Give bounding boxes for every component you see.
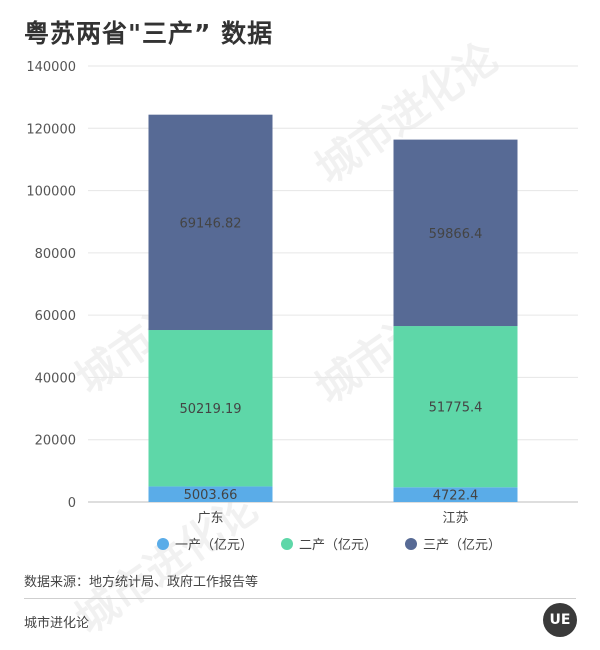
stacked-bar-chart: 0 20000 40000 60000 80000 100000 120000 140000 5… [26,60,578,553]
data-label: 4722.4 [433,489,479,504]
data-label: 69146.82 [179,216,241,231]
x-tick-label: 江苏 [442,510,468,526]
data-label: 5003.66 [184,488,238,503]
y-tick-label: 80000 [35,247,76,262]
y-tick-label: 140000 [26,60,76,75]
legend-marker [157,538,169,550]
bar-segment [393,487,518,502]
y-tick-label: 40000 [35,371,76,386]
legend-label: 一产（亿元） [175,538,253,553]
legend-marker [405,538,417,550]
divider [24,598,576,599]
bar-segment [148,330,273,487]
footer-brand: 城市进化论 [24,616,90,631]
data-label: 51775.4 [429,401,483,416]
legend-label: 三产（亿元） [423,538,501,553]
y-tick-label: 100000 [26,185,76,200]
bar-segment [393,326,518,488]
legend-marker [281,538,293,550]
data-source-note: 数据来源：地方统计局、政府工作报告等 [24,575,259,590]
y-tick-label: 120000 [26,122,76,137]
y-tick-label: 0 [68,496,76,511]
x-tick-label: 广东 [197,511,223,526]
brand-logo-icon: UE [543,603,577,637]
bar-segment [148,486,273,502]
y-tick-label: 20000 [35,434,76,449]
chart-title: 粤苏两省"三产” 数据 [24,19,274,48]
bar-segment [393,139,518,327]
y-tick-label: 60000 [35,309,76,324]
legend-label: 二产（亿元） [299,538,377,553]
bar-segment [148,114,273,331]
data-label: 59866.4 [429,227,483,242]
data-label: 50219.19 [179,402,241,417]
